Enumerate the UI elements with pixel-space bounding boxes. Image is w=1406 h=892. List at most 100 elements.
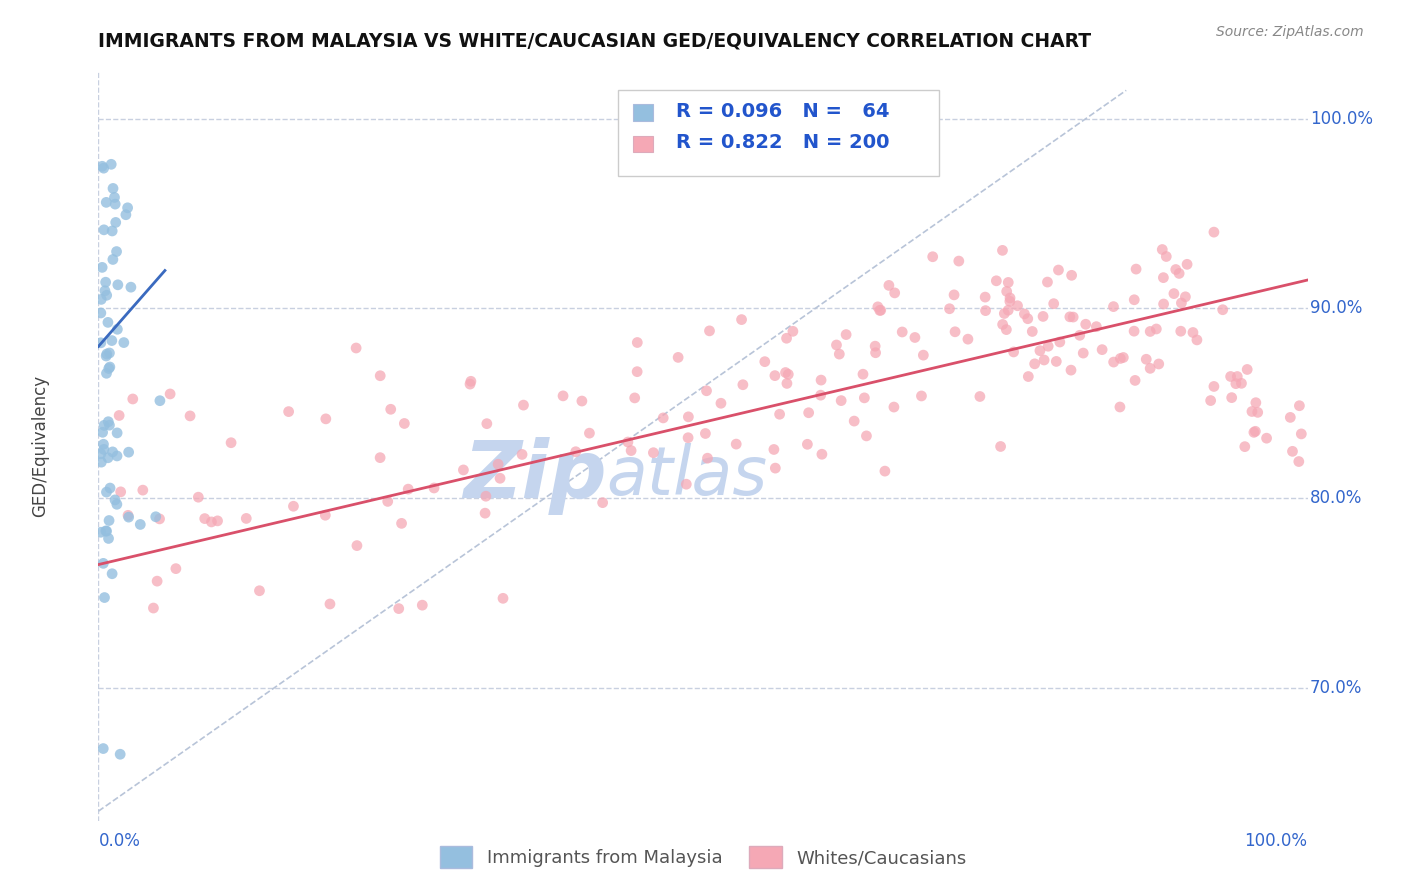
Point	[855, 429, 877, 443]
Point	[1125, 262, 1147, 277]
Point	[319, 597, 342, 611]
Point	[396, 482, 419, 496]
Point	[969, 390, 991, 404]
Point	[696, 451, 718, 466]
Point	[394, 417, 416, 431]
Point	[98, 418, 121, 433]
Point	[207, 514, 229, 528]
Point	[974, 290, 997, 304]
Point	[475, 417, 498, 431]
Point	[315, 412, 337, 426]
Text: atlas: atlas	[606, 443, 768, 509]
Point	[1279, 410, 1302, 425]
Point	[129, 517, 152, 532]
Point	[249, 583, 271, 598]
Point	[678, 409, 700, 424]
Point	[458, 377, 481, 392]
Text: 100.0%: 100.0%	[1310, 110, 1374, 128]
Point	[865, 345, 887, 359]
Point	[1170, 296, 1192, 310]
Point	[696, 384, 718, 398]
Point	[835, 327, 858, 342]
Point	[1230, 376, 1253, 391]
Point	[974, 303, 997, 318]
Point	[1154, 250, 1177, 264]
Point	[474, 506, 496, 520]
Point	[108, 409, 131, 423]
Point	[146, 574, 169, 589]
Point	[956, 332, 979, 346]
Point	[1060, 363, 1083, 377]
Point	[101, 252, 124, 267]
Point	[1091, 343, 1114, 357]
Point	[675, 477, 697, 491]
Point	[96, 366, 118, 380]
Point	[90, 525, 112, 540]
Point	[121, 392, 143, 406]
Point	[782, 324, 804, 338]
Point	[995, 323, 1018, 337]
Point	[489, 471, 512, 485]
Point	[423, 481, 446, 495]
Point	[921, 250, 943, 264]
Point	[1225, 376, 1247, 391]
Point	[643, 446, 665, 460]
Point	[105, 497, 128, 511]
Point	[1152, 243, 1174, 257]
Point	[101, 224, 124, 238]
Point	[344, 341, 367, 355]
Text: R = 0.096   N =   64: R = 0.096 N = 64	[676, 102, 890, 120]
Point	[1244, 395, 1267, 409]
Point	[1240, 404, 1263, 418]
Text: 70.0%: 70.0%	[1310, 679, 1362, 697]
Point	[91, 741, 114, 756]
Point	[768, 407, 790, 421]
Point	[1185, 333, 1208, 347]
Point	[1153, 297, 1175, 311]
Point	[90, 293, 112, 307]
Point	[695, 426, 717, 441]
Point	[98, 481, 121, 495]
Point	[283, 500, 305, 514]
Point	[725, 437, 748, 451]
Point	[763, 368, 786, 383]
Point	[91, 159, 114, 173]
Point	[120, 280, 142, 294]
Point	[869, 303, 891, 318]
Point	[93, 591, 115, 605]
Point	[1102, 355, 1125, 369]
Point	[1038, 339, 1060, 353]
Point	[623, 391, 645, 405]
Point	[179, 409, 201, 423]
Point	[1032, 310, 1054, 324]
Point	[219, 435, 242, 450]
Point	[94, 275, 117, 289]
Point	[1123, 373, 1146, 387]
Point	[991, 244, 1014, 258]
Point	[1288, 454, 1310, 468]
Point	[1236, 362, 1258, 376]
Point	[93, 223, 115, 237]
Point	[866, 300, 889, 314]
Point	[94, 524, 117, 538]
Point	[810, 373, 832, 387]
Point	[235, 511, 257, 525]
Point	[1049, 334, 1071, 349]
Point	[1042, 296, 1064, 310]
Point	[97, 532, 120, 546]
Point	[108, 747, 131, 762]
Point	[1199, 393, 1222, 408]
Point	[1175, 257, 1198, 271]
Point	[91, 425, 114, 440]
Point	[96, 524, 118, 538]
Point	[676, 431, 699, 445]
Point	[943, 288, 966, 302]
Text: IMMIGRANTS FROM MALAYSIA VS WHITE/CAUCASIAN GED/EQUIVALENCY CORRELATION CHART: IMMIGRANTS FROM MALAYSIA VS WHITE/CAUCAS…	[98, 31, 1091, 50]
Point	[512, 398, 534, 412]
FancyBboxPatch shape	[619, 90, 939, 177]
Point	[90, 447, 112, 461]
Point	[187, 490, 209, 504]
Point	[94, 284, 117, 298]
Point	[98, 359, 121, 374]
Point	[1017, 369, 1039, 384]
